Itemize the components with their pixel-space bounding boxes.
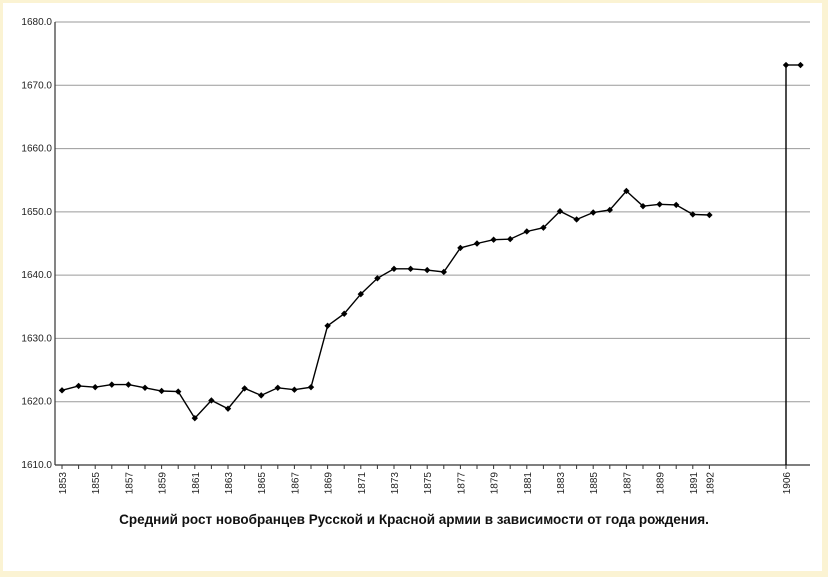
data-point — [92, 383, 99, 391]
series-line — [61, 189, 710, 420]
x-tick-label: 1867 — [290, 472, 301, 495]
data-point — [75, 382, 82, 390]
data-point — [108, 381, 115, 388]
data-point — [307, 383, 315, 391]
y-tick-label: 1620.0 — [21, 397, 52, 408]
x-tick-label: 1863 — [224, 472, 235, 495]
data-point — [490, 236, 497, 243]
data-point — [573, 216, 580, 223]
chart-title: Средний рост новобранцев Русской и Красн… — [119, 512, 709, 527]
data-point — [523, 228, 530, 235]
y-tick-label: 1630.0 — [21, 333, 52, 344]
data-point — [241, 385, 248, 392]
data-point — [208, 397, 215, 404]
data-point — [390, 265, 398, 273]
y-tick-label: 1610.0 — [21, 460, 52, 471]
x-tick-label: 1855 — [91, 472, 102, 495]
chart-frame — [3, 3, 822, 571]
data-point — [639, 202, 647, 210]
y-tick-label: 1670.0 — [21, 80, 52, 91]
x-tick-label: 1869 — [324, 472, 335, 495]
x-tick-label: 1871 — [357, 472, 368, 495]
data-point — [357, 290, 364, 298]
data-point — [507, 235, 514, 243]
x-tick-label: 1887 — [622, 472, 633, 495]
data-point — [274, 384, 281, 391]
x-tick-label: 1883 — [556, 472, 567, 495]
data-point — [540, 224, 547, 231]
data-point — [224, 405, 232, 412]
data-point — [706, 211, 713, 219]
x-tick-label: 1859 — [158, 472, 169, 495]
data-point — [407, 265, 414, 273]
x-tick-label: 1873 — [390, 472, 401, 495]
y-tick-label: 1640.0 — [21, 270, 52, 281]
data-point — [258, 392, 265, 399]
y-tick-label: 1650.0 — [21, 207, 52, 218]
x-tick-label: 1892 — [705, 472, 716, 495]
x-tick-label: 1853 — [58, 472, 69, 495]
data-point — [623, 187, 630, 195]
x-tick-label: 1906 — [782, 472, 793, 495]
data-point — [158, 387, 165, 395]
x-tick-label: 1861 — [191, 472, 202, 495]
data-point — [424, 266, 431, 274]
data-point — [689, 211, 696, 218]
data-point — [141, 384, 149, 391]
data-point — [656, 201, 663, 208]
x-tick-label: 1881 — [523, 472, 534, 495]
x-tick-label: 1885 — [589, 472, 600, 495]
x-tick-label: 1889 — [656, 472, 667, 495]
data-point — [457, 244, 464, 252]
x-tick-label: 1857 — [124, 472, 135, 495]
data-point — [191, 414, 198, 422]
x-tick-label: 1875 — [423, 472, 434, 495]
data-point — [58, 387, 66, 394]
data-point — [556, 208, 564, 215]
x-tick-label: 1877 — [456, 472, 467, 495]
data-point — [125, 381, 132, 388]
y-tick-label: 1680.0 — [21, 17, 52, 28]
data-point — [473, 240, 481, 247]
data-point — [291, 386, 298, 393]
data-point — [374, 275, 381, 282]
x-tick-label: 1891 — [689, 472, 700, 495]
data-point — [440, 268, 447, 276]
y-tick-label: 1660.0 — [21, 144, 52, 155]
data-point — [324, 322, 331, 329]
x-tick-label: 1865 — [257, 472, 268, 495]
data-point — [341, 310, 348, 317]
data-point — [782, 61, 790, 69]
data-point — [673, 201, 680, 209]
data-point — [590, 209, 597, 216]
data-point — [175, 388, 182, 395]
data-point — [797, 61, 804, 69]
x-tick-label: 1879 — [490, 472, 501, 495]
data-point — [606, 206, 613, 214]
